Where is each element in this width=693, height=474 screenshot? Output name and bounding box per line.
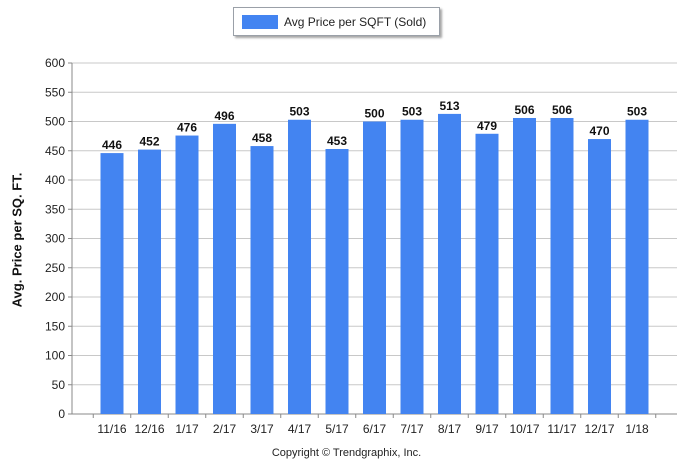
data-label: 479	[477, 119, 497, 133]
bar	[475, 133, 499, 414]
bar	[138, 149, 161, 414]
bar	[100, 153, 124, 414]
bar	[213, 123, 236, 414]
legend-label: Avg Price per SQFT (Sold)	[284, 14, 427, 29]
data-label: 500	[364, 107, 384, 121]
x-tick-label: 5/17	[325, 422, 349, 436]
y-tick-labels: 0 50 100 150 200 250 300 350 400 450 500 550 600	[45, 56, 65, 421]
y-tick-label: 400	[45, 173, 65, 187]
y-tick-label: 0	[58, 407, 65, 421]
bar	[250, 146, 274, 414]
x-tick-label: 2/17	[213, 422, 237, 436]
bar	[288, 119, 311, 415]
data-label: 453	[327, 134, 347, 148]
y-tick-label: 500	[45, 115, 65, 129]
y-tick-label: 50	[52, 378, 66, 392]
bar	[550, 117, 574, 415]
data-label: 476	[177, 121, 197, 135]
data-label: 496	[214, 109, 234, 123]
x-tick-label: 9/17	[475, 422, 499, 436]
data-label: 503	[402, 105, 422, 119]
bar	[625, 119, 649, 415]
x-tick-label: 12/17	[584, 422, 614, 436]
x-tick-label: 7/17	[400, 422, 424, 436]
x-tick-label: 3/17	[250, 422, 274, 436]
data-label: 446	[102, 138, 122, 152]
x-tick-label: 4/17	[288, 422, 312, 436]
data-label: 513	[439, 99, 459, 113]
data-label: 458	[252, 131, 272, 145]
bar	[438, 113, 461, 415]
bar	[325, 148, 349, 414]
data-label: 452	[139, 135, 159, 149]
x-tick-label: 12/16	[134, 422, 164, 436]
x-tick-label: 6/17	[363, 422, 387, 436]
bar	[363, 121, 386, 414]
y-tick-label: 100	[45, 349, 65, 363]
data-label: 503	[627, 105, 647, 119]
y-tick-label: 300	[45, 232, 65, 246]
bar	[400, 119, 424, 415]
x-tick-labels: 11/16 12/16 1/17 2/17 3/17 4/17 5/17 6/17 7/17 8/…	[97, 422, 649, 436]
legend: Avg Price per SQFT (Sold)	[233, 7, 440, 36]
bar	[513, 117, 536, 415]
copyright-text: Copyright © Trendgraphix, Inc.	[271, 447, 422, 459]
x-tick-label: 11/16	[97, 422, 126, 436]
data-labels: 446 452 476 496 458 503 453 500 503 513 479 506 506 4…	[102, 99, 647, 152]
x-tick-label: 1/18	[625, 422, 649, 436]
y-tick-label: 600	[45, 56, 65, 70]
y-tick-label: 150	[45, 319, 65, 333]
x-tick-label: 11/17	[547, 422, 576, 436]
x-tick-label: 10/17	[509, 422, 539, 436]
bar	[175, 135, 199, 415]
y-tick-label: 350	[45, 202, 65, 216]
x-tick-label: 1/17	[175, 422, 199, 436]
bars	[100, 113, 649, 415]
x-tick-label: 8/17	[438, 422, 462, 436]
data-label: 506	[514, 103, 534, 117]
legend-swatch	[242, 14, 278, 29]
data-label: 506	[552, 103, 572, 117]
y-tick-label: 200	[45, 290, 65, 304]
y-tick-label: 550	[45, 85, 65, 99]
data-label: 470	[589, 124, 609, 138]
y-tick-label: 450	[45, 144, 65, 158]
data-label: 503	[289, 105, 309, 119]
bar	[588, 139, 611, 415]
y-axis-title: Avg. Price per SQ. FT.	[9, 172, 25, 308]
y-tick-label: 250	[45, 261, 65, 275]
